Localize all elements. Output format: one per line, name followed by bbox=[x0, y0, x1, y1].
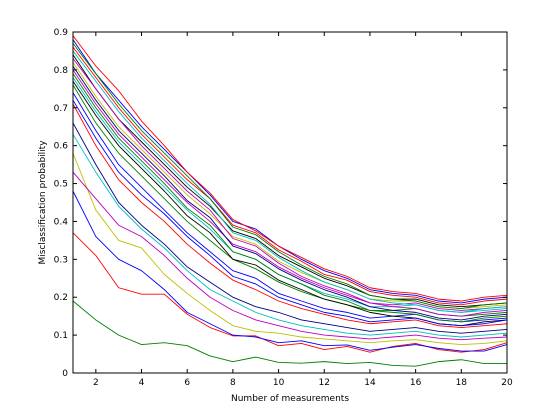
x-tick-label-16: 16 bbox=[410, 378, 422, 388]
series-line-7 bbox=[72, 122, 508, 334]
y-tick-label-0.6: 0.6 bbox=[54, 142, 69, 152]
y-tick-label-0.9: 0.9 bbox=[54, 28, 69, 38]
y-axis-label: Misclassification probability bbox=[38, 140, 48, 265]
series-line-24 bbox=[72, 35, 508, 302]
x-tick-label-10: 10 bbox=[273, 378, 285, 388]
series-line-2 bbox=[72, 232, 508, 353]
series-line-21 bbox=[72, 73, 508, 323]
series-line-4 bbox=[72, 153, 508, 346]
y-tick-label-0.2: 0.2 bbox=[54, 293, 68, 303]
series-line-19 bbox=[72, 58, 508, 317]
x-tick-label-8: 8 bbox=[230, 378, 236, 388]
series-line-14 bbox=[72, 54, 508, 308]
series-line-20 bbox=[72, 65, 508, 321]
series-line-1 bbox=[72, 300, 507, 367]
x-tick-label-6: 6 bbox=[184, 378, 190, 388]
series-layer bbox=[72, 35, 508, 367]
series-line-6 bbox=[72, 134, 508, 338]
y-axis-ticks: 0 0.1 0.2 0.3 0.4 0.5 0.6 0.7 0.8 0.9 bbox=[54, 28, 507, 379]
series-line-22 bbox=[72, 81, 508, 327]
y-tick-label-0.3: 0.3 bbox=[54, 255, 68, 265]
series-line-16 bbox=[72, 39, 508, 304]
series-line-17 bbox=[72, 43, 508, 310]
x-tick-label-2: 2 bbox=[93, 378, 99, 388]
y-tick-label-0.1: 0.1 bbox=[54, 331, 68, 341]
x-tick-label-12: 12 bbox=[319, 378, 330, 388]
series-line-3 bbox=[72, 190, 508, 352]
x-tick-label-4: 4 bbox=[139, 378, 145, 388]
series-line-8 bbox=[72, 103, 508, 328]
x-tick-label-18: 18 bbox=[456, 378, 468, 388]
x-axis-label: Number of measurements bbox=[231, 394, 349, 404]
series-line-11 bbox=[72, 77, 508, 313]
x-tick-label-14: 14 bbox=[364, 378, 376, 388]
y-tick-label-0.7: 0.7 bbox=[54, 104, 68, 114]
y-tick-label-0: 0 bbox=[62, 369, 68, 379]
x-tick-label-20: 20 bbox=[501, 378, 513, 388]
series-line-23 bbox=[72, 99, 508, 327]
y-tick-label-0.4: 0.4 bbox=[54, 217, 69, 227]
plot-frame bbox=[72, 31, 508, 374]
series-line-12 bbox=[72, 69, 508, 311]
series-line-5 bbox=[72, 171, 508, 341]
series-line-13 bbox=[72, 62, 508, 310]
x-axis-ticks: 2 4 6 8 10 12 14 16 18 20 bbox=[93, 32, 513, 388]
y-axis-label-group: Misclassification probability bbox=[38, 140, 48, 265]
series-line-15 bbox=[72, 46, 508, 306]
series-line-10 bbox=[72, 84, 508, 317]
y-tick-label-0.8: 0.8 bbox=[54, 66, 69, 76]
series-line-18 bbox=[72, 50, 508, 313]
y-tick-label-0.5: 0.5 bbox=[54, 180, 68, 190]
